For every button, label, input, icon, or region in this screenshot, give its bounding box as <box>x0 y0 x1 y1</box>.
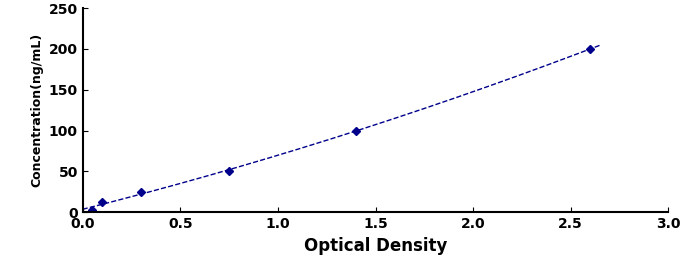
Y-axis label: Concentration(ng/mL): Concentration(ng/mL) <box>30 33 43 187</box>
X-axis label: Optical Density: Optical Density <box>304 237 447 255</box>
